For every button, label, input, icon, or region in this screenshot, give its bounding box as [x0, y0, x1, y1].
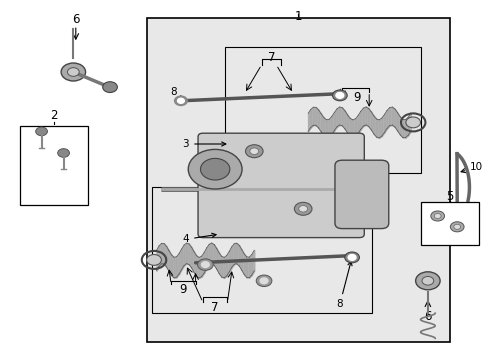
Circle shape — [188, 149, 242, 189]
Circle shape — [174, 96, 187, 105]
FancyBboxPatch shape — [198, 133, 364, 238]
Circle shape — [245, 145, 263, 158]
Circle shape — [36, 127, 47, 136]
Circle shape — [449, 222, 463, 232]
Text: 9: 9 — [352, 91, 360, 104]
Bar — [151, 187, 371, 313]
Circle shape — [61, 63, 85, 81]
Circle shape — [294, 202, 311, 215]
Circle shape — [430, 211, 444, 221]
Text: 6: 6 — [72, 13, 80, 26]
FancyBboxPatch shape — [334, 160, 388, 229]
Text: 8: 8 — [170, 87, 182, 100]
Circle shape — [201, 262, 209, 267]
Circle shape — [58, 149, 69, 157]
Bar — [20, 126, 88, 205]
Circle shape — [347, 255, 355, 260]
Circle shape — [197, 259, 213, 270]
Circle shape — [249, 148, 258, 154]
Circle shape — [146, 255, 161, 265]
Text: 10: 10 — [460, 162, 482, 173]
Circle shape — [405, 117, 420, 128]
Circle shape — [256, 275, 271, 287]
Circle shape — [102, 82, 117, 93]
Bar — [224, 47, 420, 173]
Circle shape — [177, 98, 184, 103]
Text: 7: 7 — [211, 301, 219, 314]
Text: 1: 1 — [294, 10, 302, 23]
Circle shape — [260, 278, 267, 284]
Text: 2: 2 — [50, 109, 58, 122]
Circle shape — [332, 90, 346, 101]
Text: 5: 5 — [445, 190, 453, 203]
Circle shape — [415, 272, 439, 290]
Text: 8: 8 — [336, 261, 351, 309]
Circle shape — [433, 213, 440, 219]
Circle shape — [453, 224, 460, 229]
Circle shape — [344, 252, 359, 263]
Circle shape — [67, 68, 79, 76]
Bar — [420, 202, 478, 245]
Text: 4: 4 — [182, 233, 216, 244]
Text: 6: 6 — [423, 310, 431, 323]
Text: 7: 7 — [267, 51, 275, 64]
Circle shape — [200, 158, 229, 180]
Text: 3: 3 — [182, 139, 225, 149]
Circle shape — [421, 276, 433, 285]
Text: 9: 9 — [179, 283, 187, 296]
FancyBboxPatch shape — [146, 18, 449, 342]
Circle shape — [335, 93, 343, 98]
Circle shape — [298, 206, 307, 212]
